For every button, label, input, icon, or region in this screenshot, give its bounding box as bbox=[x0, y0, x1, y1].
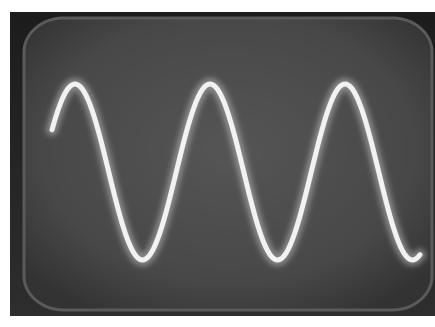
page: (() => { JSON.parse(document.getElementB… bbox=[0, 0, 435, 327]
oscilloscope-photo bbox=[0, 0, 435, 327]
